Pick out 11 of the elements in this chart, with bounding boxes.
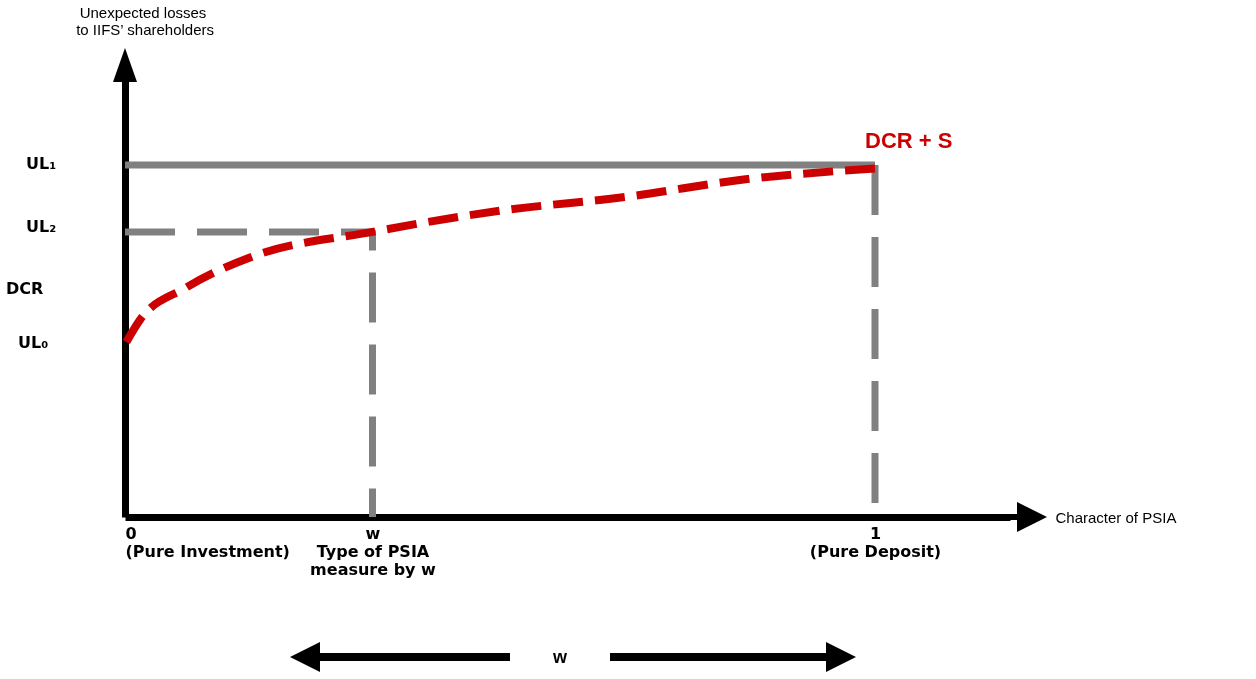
- text: w: [552, 646, 567, 668]
- text: Unexpected losses to IIFS’ shareholders: [75, 4, 215, 38]
- text: UL₁: [26, 154, 57, 173]
- x-tick-label: 0 (Pure Investment): [125, 523, 290, 561]
- text: UL₀: [18, 333, 49, 352]
- text: DCR: [6, 279, 44, 298]
- text: UL₂: [26, 217, 57, 236]
- x-tick-label: 1 (Pure Deposit): [809, 523, 942, 561]
- x-axis-title: Character of PSIA: [1055, 508, 1177, 526]
- x-tick-label: w Type of PSIA measure by w: [310, 523, 437, 579]
- series-label: DCR + S: [865, 127, 953, 153]
